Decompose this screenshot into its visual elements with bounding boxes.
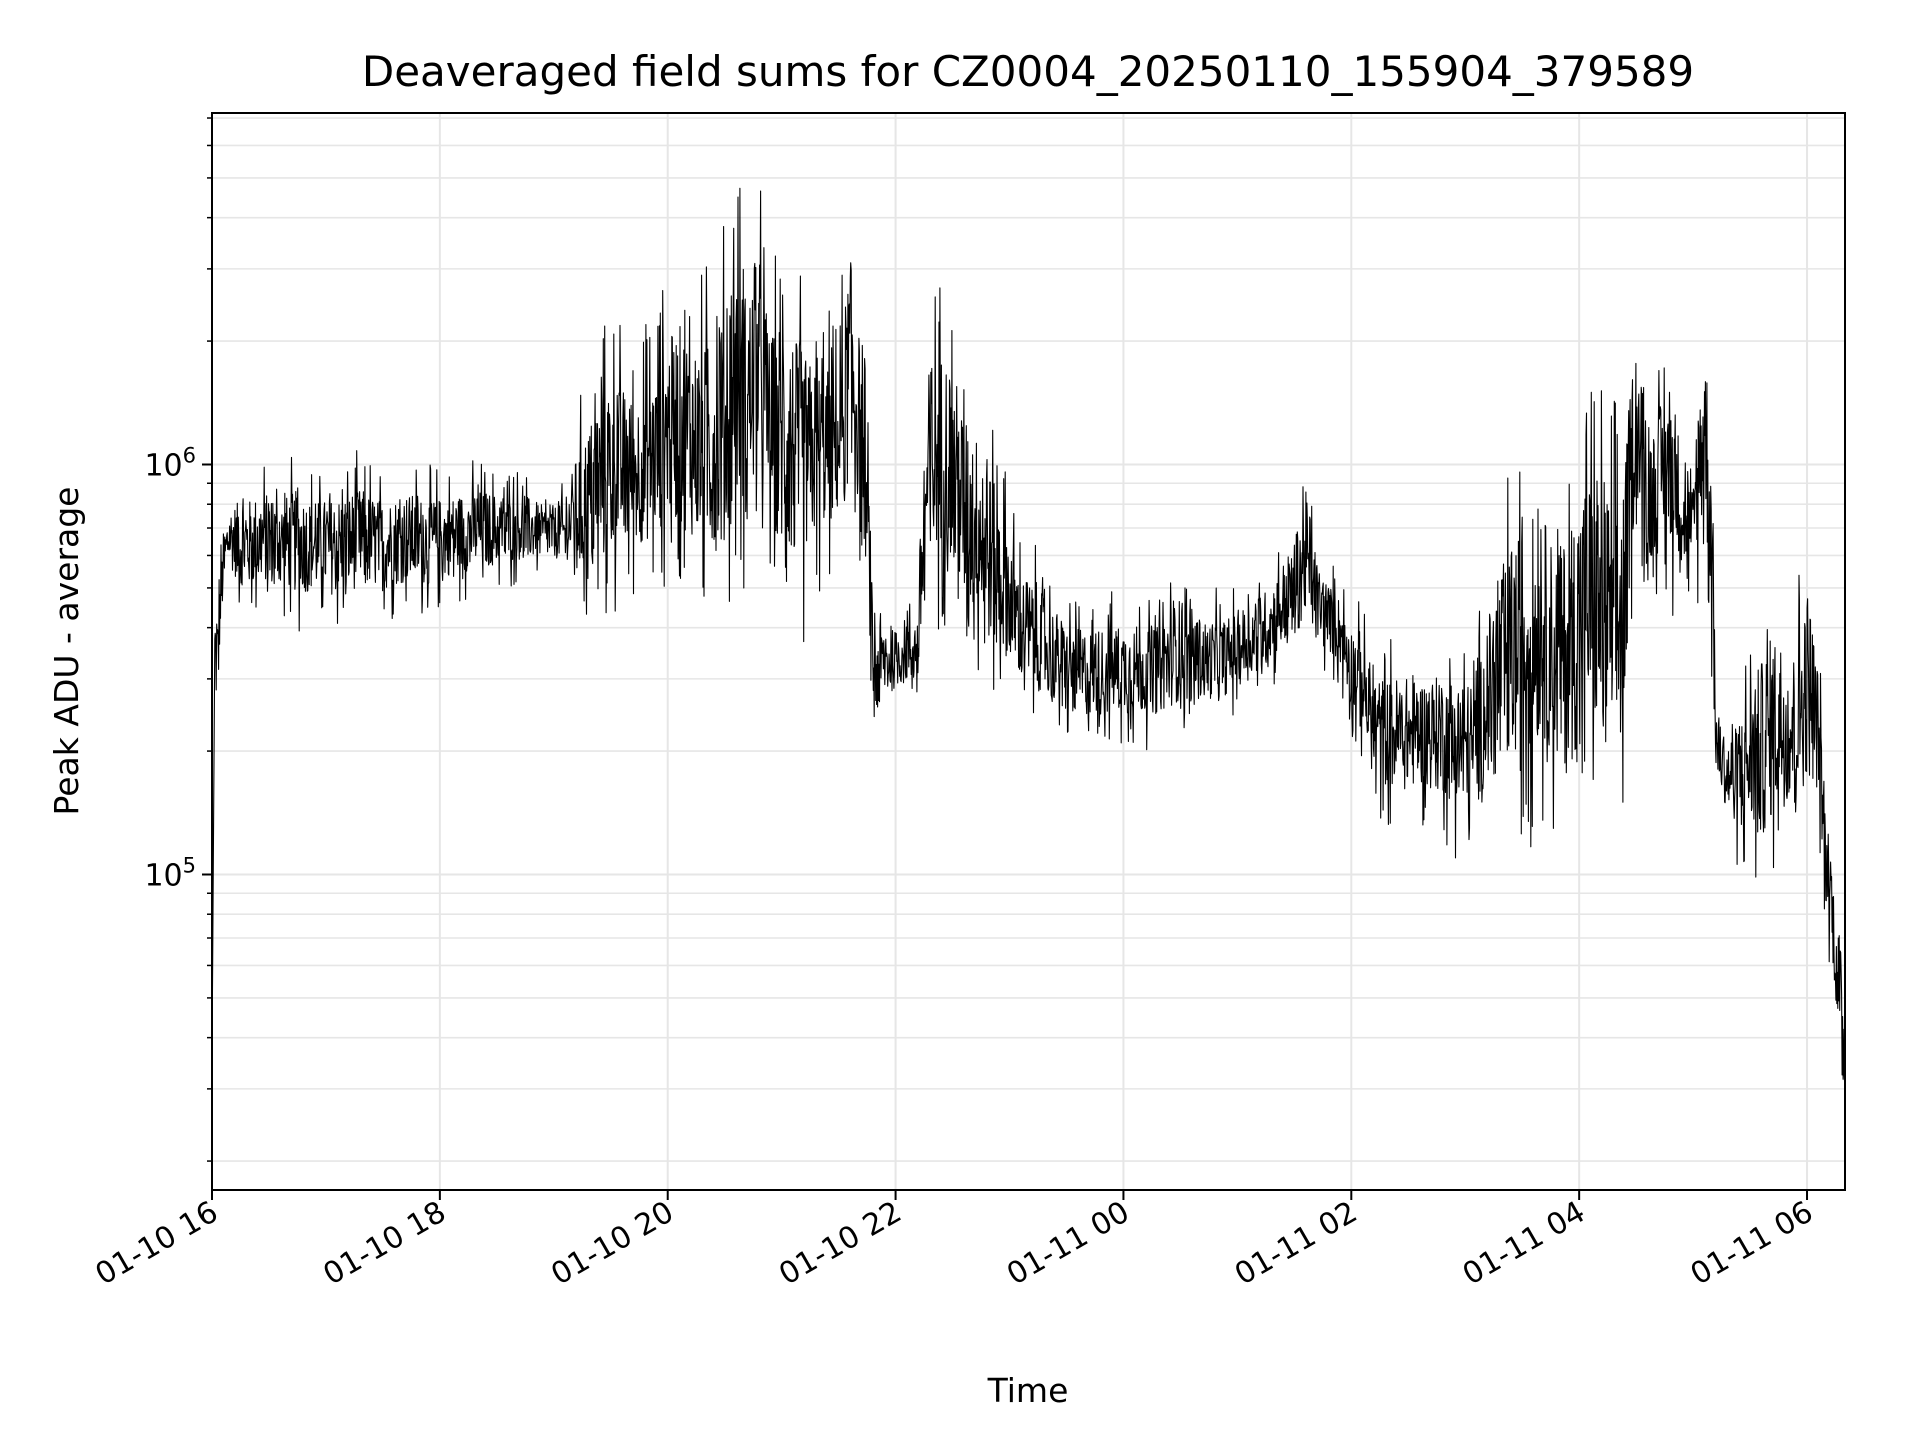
chart-title: Deaveraged field sums for CZ0004_2025011…: [362, 47, 1694, 96]
x-tick-label: 01-10 16: [90, 1195, 224, 1293]
y-axis-title: Peak ADU - average: [47, 487, 86, 816]
x-tick-label: 01-11 06: [1685, 1195, 1819, 1293]
x-tick-label: 01-10 18: [318, 1195, 452, 1293]
plot-frame: [211, 112, 1846, 1191]
x-tick-label: 01-10 22: [773, 1195, 907, 1293]
x-axis-title: Time: [987, 1371, 1069, 1410]
y-tick-label: 105: [144, 853, 196, 893]
x-tick-label: 01-11 00: [1001, 1195, 1135, 1293]
y-tick-label: 106: [144, 443, 196, 483]
x-tick-label: 01-10 20: [545, 1195, 679, 1293]
y-axis: 105 106: [144, 117, 212, 1162]
series-line: [211, 187, 1846, 1162]
plot-area: [211, 187, 1846, 1162]
x-tick-label: 01-11 02: [1229, 1195, 1363, 1293]
x-tick-label: 01-11 04: [1457, 1195, 1591, 1293]
x-axis: 01-10 16 01-10 18 01-10 20 01-10 22 01-11 00…: [90, 1190, 1819, 1292]
